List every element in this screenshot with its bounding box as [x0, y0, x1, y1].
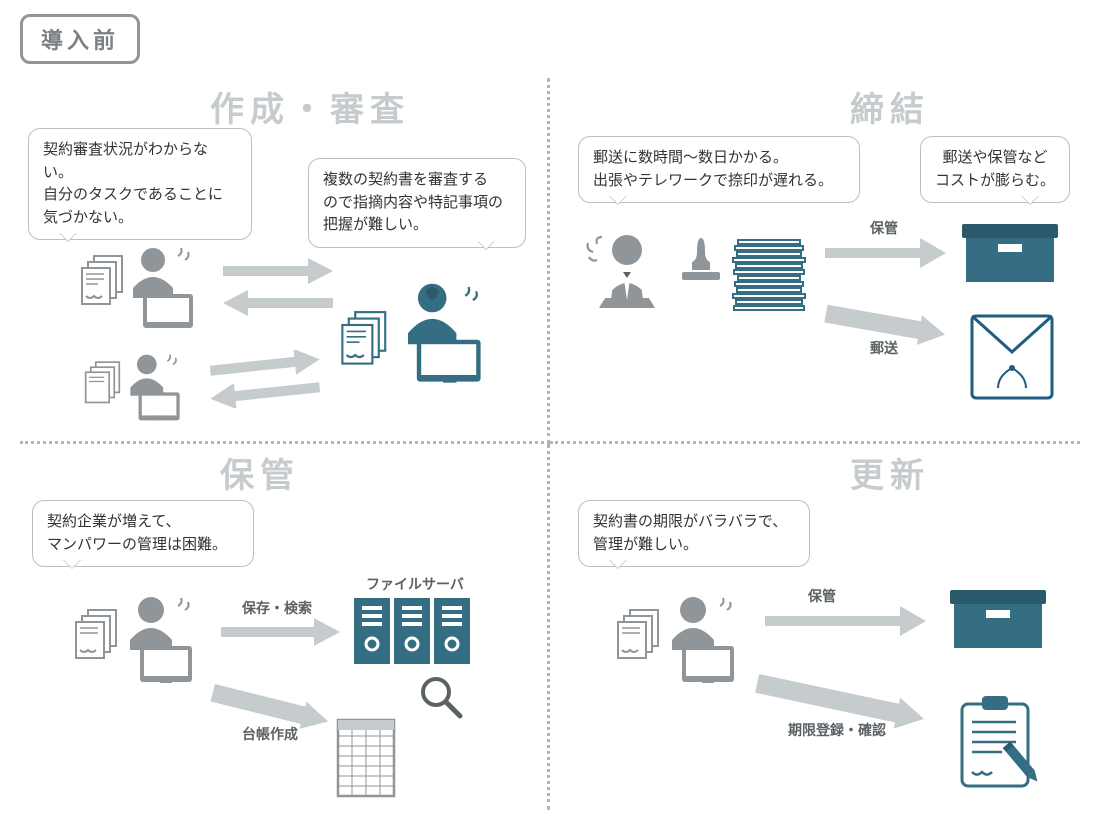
quadrant-creation-review: 作成・審査 契約審査状況がわからない。 自分のタスクであることに 気づかない。 … — [20, 78, 550, 444]
documents-icon — [84, 360, 126, 408]
arrow-left-icon — [218, 288, 338, 318]
arrow-right-icon — [200, 350, 330, 380]
title-tr: 締結 — [850, 82, 930, 131]
binders-icon — [352, 594, 472, 668]
storage-box-icon — [960, 218, 1060, 286]
bubble-bl-1: 契約企業が増えて、 マンパワーの管理は困難。 — [32, 500, 254, 567]
arrow-right-icon — [216, 616, 344, 648]
storage-box-icon — [948, 584, 1048, 652]
spreadsheet-icon — [334, 716, 398, 800]
label-bl-arrow1: 保存・検索 — [242, 598, 312, 618]
envelope-icon — [968, 312, 1056, 402]
quadrant-renewal: 更新 契約書の期限がバラバラで、 管理が難しい。 保管 — [550, 444, 1080, 810]
bubble-tl-2: 複数の契約書を審査する ので指摘内容や特記事項の 把握が難しい。 — [308, 158, 526, 248]
grid: 作成・審査 契約審査状況がわからない。 自分のタスクであることに 気づかない。 … — [20, 78, 1080, 810]
bubble-br-1: 契約書の期限がバラバラで、 管理が難しい。 — [578, 500, 810, 567]
title-br: 更新 — [850, 448, 930, 497]
clipboard-edit-icon — [954, 694, 1042, 794]
arrow-right-icon — [760, 604, 930, 638]
documents-icon — [616, 608, 666, 664]
documents-icon — [74, 608, 124, 664]
paper-stack-icon — [726, 236, 812, 326]
stamp-icon — [678, 226, 724, 282]
arrow-right-icon — [820, 236, 950, 270]
person-gray-desk-1-icon — [118, 240, 208, 330]
label-bl-arrow2: 台帳作成 — [242, 724, 298, 744]
label-tr-arrow2: 郵送 — [870, 338, 898, 358]
businessman-icon — [586, 228, 668, 324]
label-br-arrow2: 期限登録・確認 — [788, 720, 886, 740]
person-teal-desk-icon — [386, 276, 496, 386]
person-gray-desk-icon — [658, 590, 748, 686]
quadrant-storage: 保管 契約企業が増えて、 マンパワーの管理は困難。 保存・ — [20, 444, 550, 810]
person-gray-desk-2-icon — [118, 348, 192, 422]
arrow-left-icon — [200, 378, 330, 408]
arrow-right-icon — [218, 256, 338, 286]
title-bl: 保管 — [220, 448, 300, 497]
quadrant-conclusion: 締結 郵送に数時間〜数日かかる。 出張やテレワークで捺印が遅れる。 郵送や保管な… — [550, 78, 1080, 444]
documents-icon — [80, 254, 130, 310]
title-tl: 作成・審査 — [210, 82, 410, 131]
label-tr-arrow1: 保管 — [870, 218, 898, 238]
magnifier-icon — [418, 674, 464, 720]
bubble-tr-2: 郵送や保管など コストが膨らむ。 — [920, 136, 1070, 203]
person-gray-desk-icon — [116, 590, 206, 686]
label-br-arrow1: 保管 — [808, 586, 836, 606]
bubble-tl-1: 契約審査状況がわからない。 自分のタスクであることに 気づかない。 — [28, 128, 252, 240]
bubble-tr-1: 郵送に数時間〜数日かかる。 出張やテレワークで捺印が遅れる。 — [578, 136, 860, 203]
documents-teal-icon — [340, 310, 394, 370]
label-fileserver: ファイルサーバ — [366, 574, 464, 594]
badge-before: 導入前 — [20, 14, 140, 64]
